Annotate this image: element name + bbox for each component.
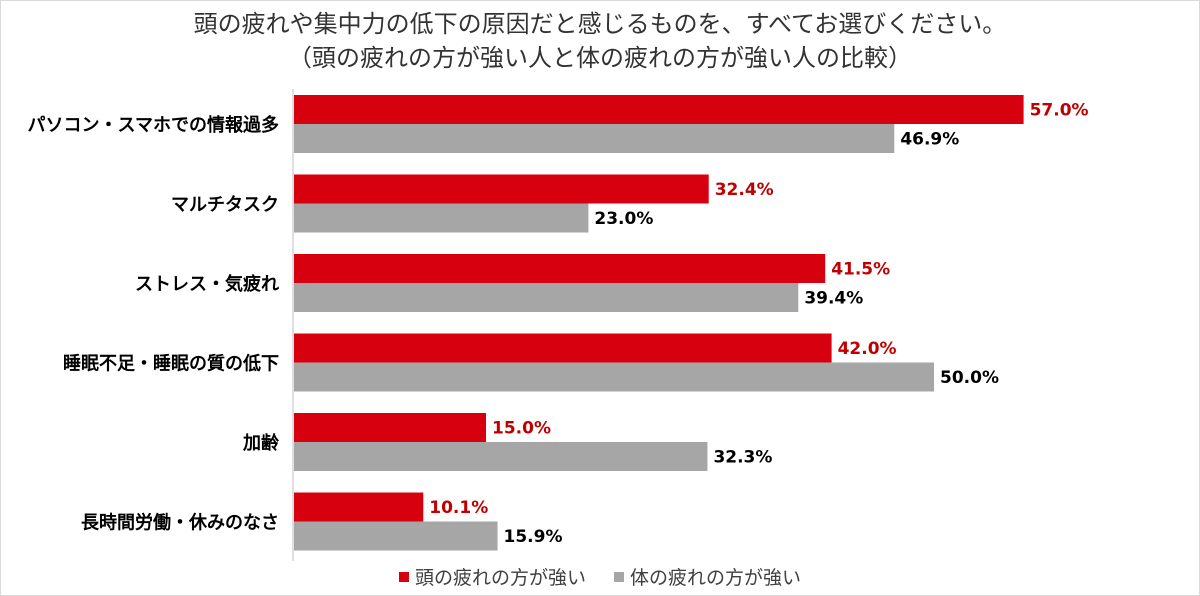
category-label: 長時間労働・休みのなさ [81, 512, 279, 534]
legend-label-series-1: 頭の疲れの方が強い [414, 567, 586, 589]
data-label: 32.4% [715, 180, 774, 200]
data-label: 23.0% [594, 209, 653, 229]
bar-body-fatigue [294, 362, 934, 392]
data-label: 39.4% [804, 289, 863, 309]
bar-chart: パソコン・スマホでの情報過多 57.0% 46.9% マルチタスク 32.4% 23.0%… [28, 89, 1089, 561]
data-label: 10.1% [429, 498, 488, 518]
data-label: 50.0% [940, 368, 999, 388]
chart-legend: 頭の疲れの方が強い 体の疲れの方が強い [1, 563, 1199, 590]
category-label: 睡眠不足・睡眠の質の低下 [63, 353, 279, 375]
data-label: 57.0% [1030, 101, 1089, 121]
bar-head-fatigue [294, 492, 424, 522]
category-label: 加齢 [242, 432, 280, 454]
data-label: 42.0% [838, 339, 897, 359]
data-label: 46.9% [900, 130, 959, 150]
bar-body-fatigue [294, 124, 895, 153]
bar-body-fatigue [294, 521, 498, 551]
bar-body-fatigue [294, 203, 589, 233]
chart-subtitle: （頭の疲れの方が強い人と体の疲れの方が強い人の比較） [288, 44, 912, 72]
bar-head-fatigue [294, 95, 1024, 124]
bar-body-fatigue [294, 283, 799, 312]
category-label: マルチタスク [171, 195, 279, 216]
bar-head-fatigue [294, 413, 486, 442]
bar-head-fatigue [294, 174, 709, 204]
data-label: 32.3% [713, 448, 772, 468]
category-label: ストレス・気疲れ [135, 273, 279, 295]
legend-label-series-2: 体の疲れの方が強い [630, 567, 802, 589]
legend-item-series-2: 体の疲れの方が強い [614, 563, 801, 590]
bar-body-fatigue [294, 442, 708, 471]
legend-swatch-gray [614, 571, 624, 582]
bar-head-fatigue [294, 254, 826, 283]
category-label: パソコン・スマホでの情報過多 [28, 114, 279, 136]
data-label: 15.9% [504, 527, 563, 547]
legend-item-series-1: 頭の疲れの方が強い [398, 563, 586, 590]
legend-swatch-red [398, 571, 409, 582]
data-label: 15.0% [492, 419, 551, 439]
chart-title: 頭の疲れや集中力の低下の原因だと感じるものを、すべてお選びください。 [193, 10, 1007, 38]
bar-head-fatigue [294, 333, 832, 363]
data-label: 41.5% [831, 260, 890, 280]
